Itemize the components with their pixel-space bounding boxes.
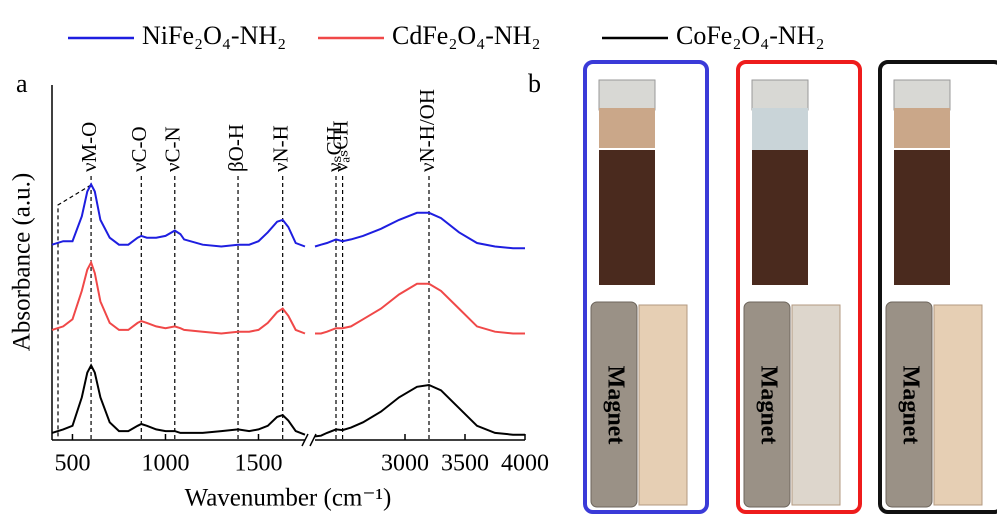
magnet-label: Magnet <box>755 366 781 445</box>
vial-liquid <box>599 150 655 285</box>
vial-bottom <box>792 305 840 505</box>
x-tick-label: 1000 <box>141 451 189 477</box>
x-axis-title: Wavenumber (cm⁻¹) <box>185 485 392 512</box>
series-line <box>52 263 525 334</box>
vial-top <box>894 108 950 148</box>
y-axis-title: Absorbance (a.u.) <box>9 173 36 351</box>
annotation-label: βO-H <box>224 124 248 172</box>
legend-label: CoFe₂O₄-NH₂ <box>676 21 825 50</box>
x-tick-label: 3500 <box>441 451 489 477</box>
vial-bottom <box>934 305 982 505</box>
vial-liquid <box>894 150 950 285</box>
annotation-label: νN-H <box>268 125 292 172</box>
series-line <box>52 365 525 436</box>
legend-label: NiFe₂O₄-NH₂ <box>142 21 286 50</box>
annotation-label: νC-O <box>127 126 151 172</box>
vial-liquid <box>752 150 808 285</box>
annotation-label: νC-N <box>161 126 185 172</box>
x-tick-label: 500 <box>54 451 90 477</box>
magnet-label: Magnet <box>602 366 628 445</box>
vial-cap <box>894 80 950 110</box>
vial-top <box>752 108 808 150</box>
x-tick-label: 1500 <box>234 451 282 477</box>
photo-panel: Magnet Magnet Magnet <box>585 62 997 512</box>
magnet-label: Magnet <box>897 366 923 445</box>
page: {"chart_data": {"type": "line", "panel_l… <box>0 0 997 520</box>
annotation-label: νM-O <box>77 122 101 172</box>
figure: a Absorbance (a.u.) Wavenumber (cm⁻¹) b … <box>0 0 997 520</box>
vial-top <box>599 108 655 148</box>
panel-label: b <box>528 69 541 98</box>
annotation-label: νN-H/OH <box>415 89 439 172</box>
x-tick-label: 3000 <box>381 451 429 477</box>
vial-bottom <box>639 305 687 505</box>
legend-label: CdFe₂O₄-NH₂ <box>392 21 541 50</box>
x-tick-label: 4000 <box>501 451 549 477</box>
series-line <box>52 184 525 248</box>
vial-cap <box>599 80 655 110</box>
annotation-label: νₐₛCH <box>328 121 352 173</box>
panel-label: a <box>16 69 28 98</box>
vial-cap <box>752 80 808 110</box>
